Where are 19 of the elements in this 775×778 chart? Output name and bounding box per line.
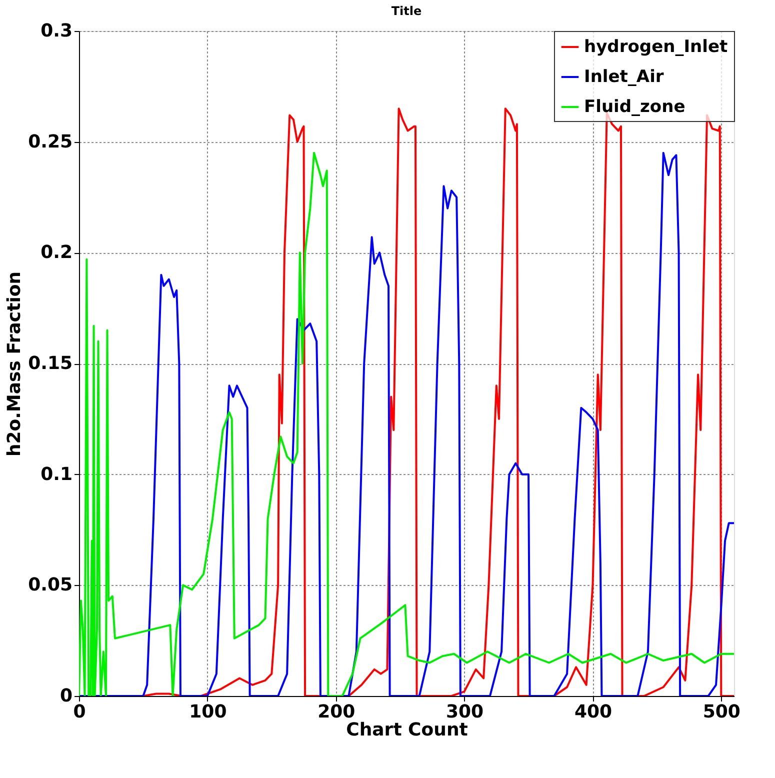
y-tick-label: 0 (60, 686, 72, 706)
y-tick-label: 0.1 (40, 464, 72, 485)
y-axis-title: h2o.Mass Fraction (4, 271, 26, 457)
chart-title: Title (391, 4, 422, 18)
x-tick-label: 500 (702, 702, 740, 722)
y-tick-label: 0.15 (28, 353, 72, 374)
y-tick-label: 0.05 (28, 574, 72, 596)
x-tick-label: 400 (574, 702, 612, 722)
y-tick-label: 0.2 (40, 242, 72, 264)
x-tick-label: 0 (73, 702, 86, 722)
legend-label: hydrogen_Inlet (584, 37, 728, 57)
legend-label: Fluid_zone (584, 97, 686, 117)
y-tick-label: 0.25 (28, 131, 72, 152)
x-tick-label: 100 (189, 702, 227, 722)
legend-label: Inlet_Air (584, 67, 664, 87)
x-tick-label: 200 (318, 702, 356, 722)
y-tick-label: 0.3 (40, 20, 72, 42)
x-axis-title: Chart Count (346, 720, 468, 740)
x-tick-label: 300 (446, 702, 484, 722)
